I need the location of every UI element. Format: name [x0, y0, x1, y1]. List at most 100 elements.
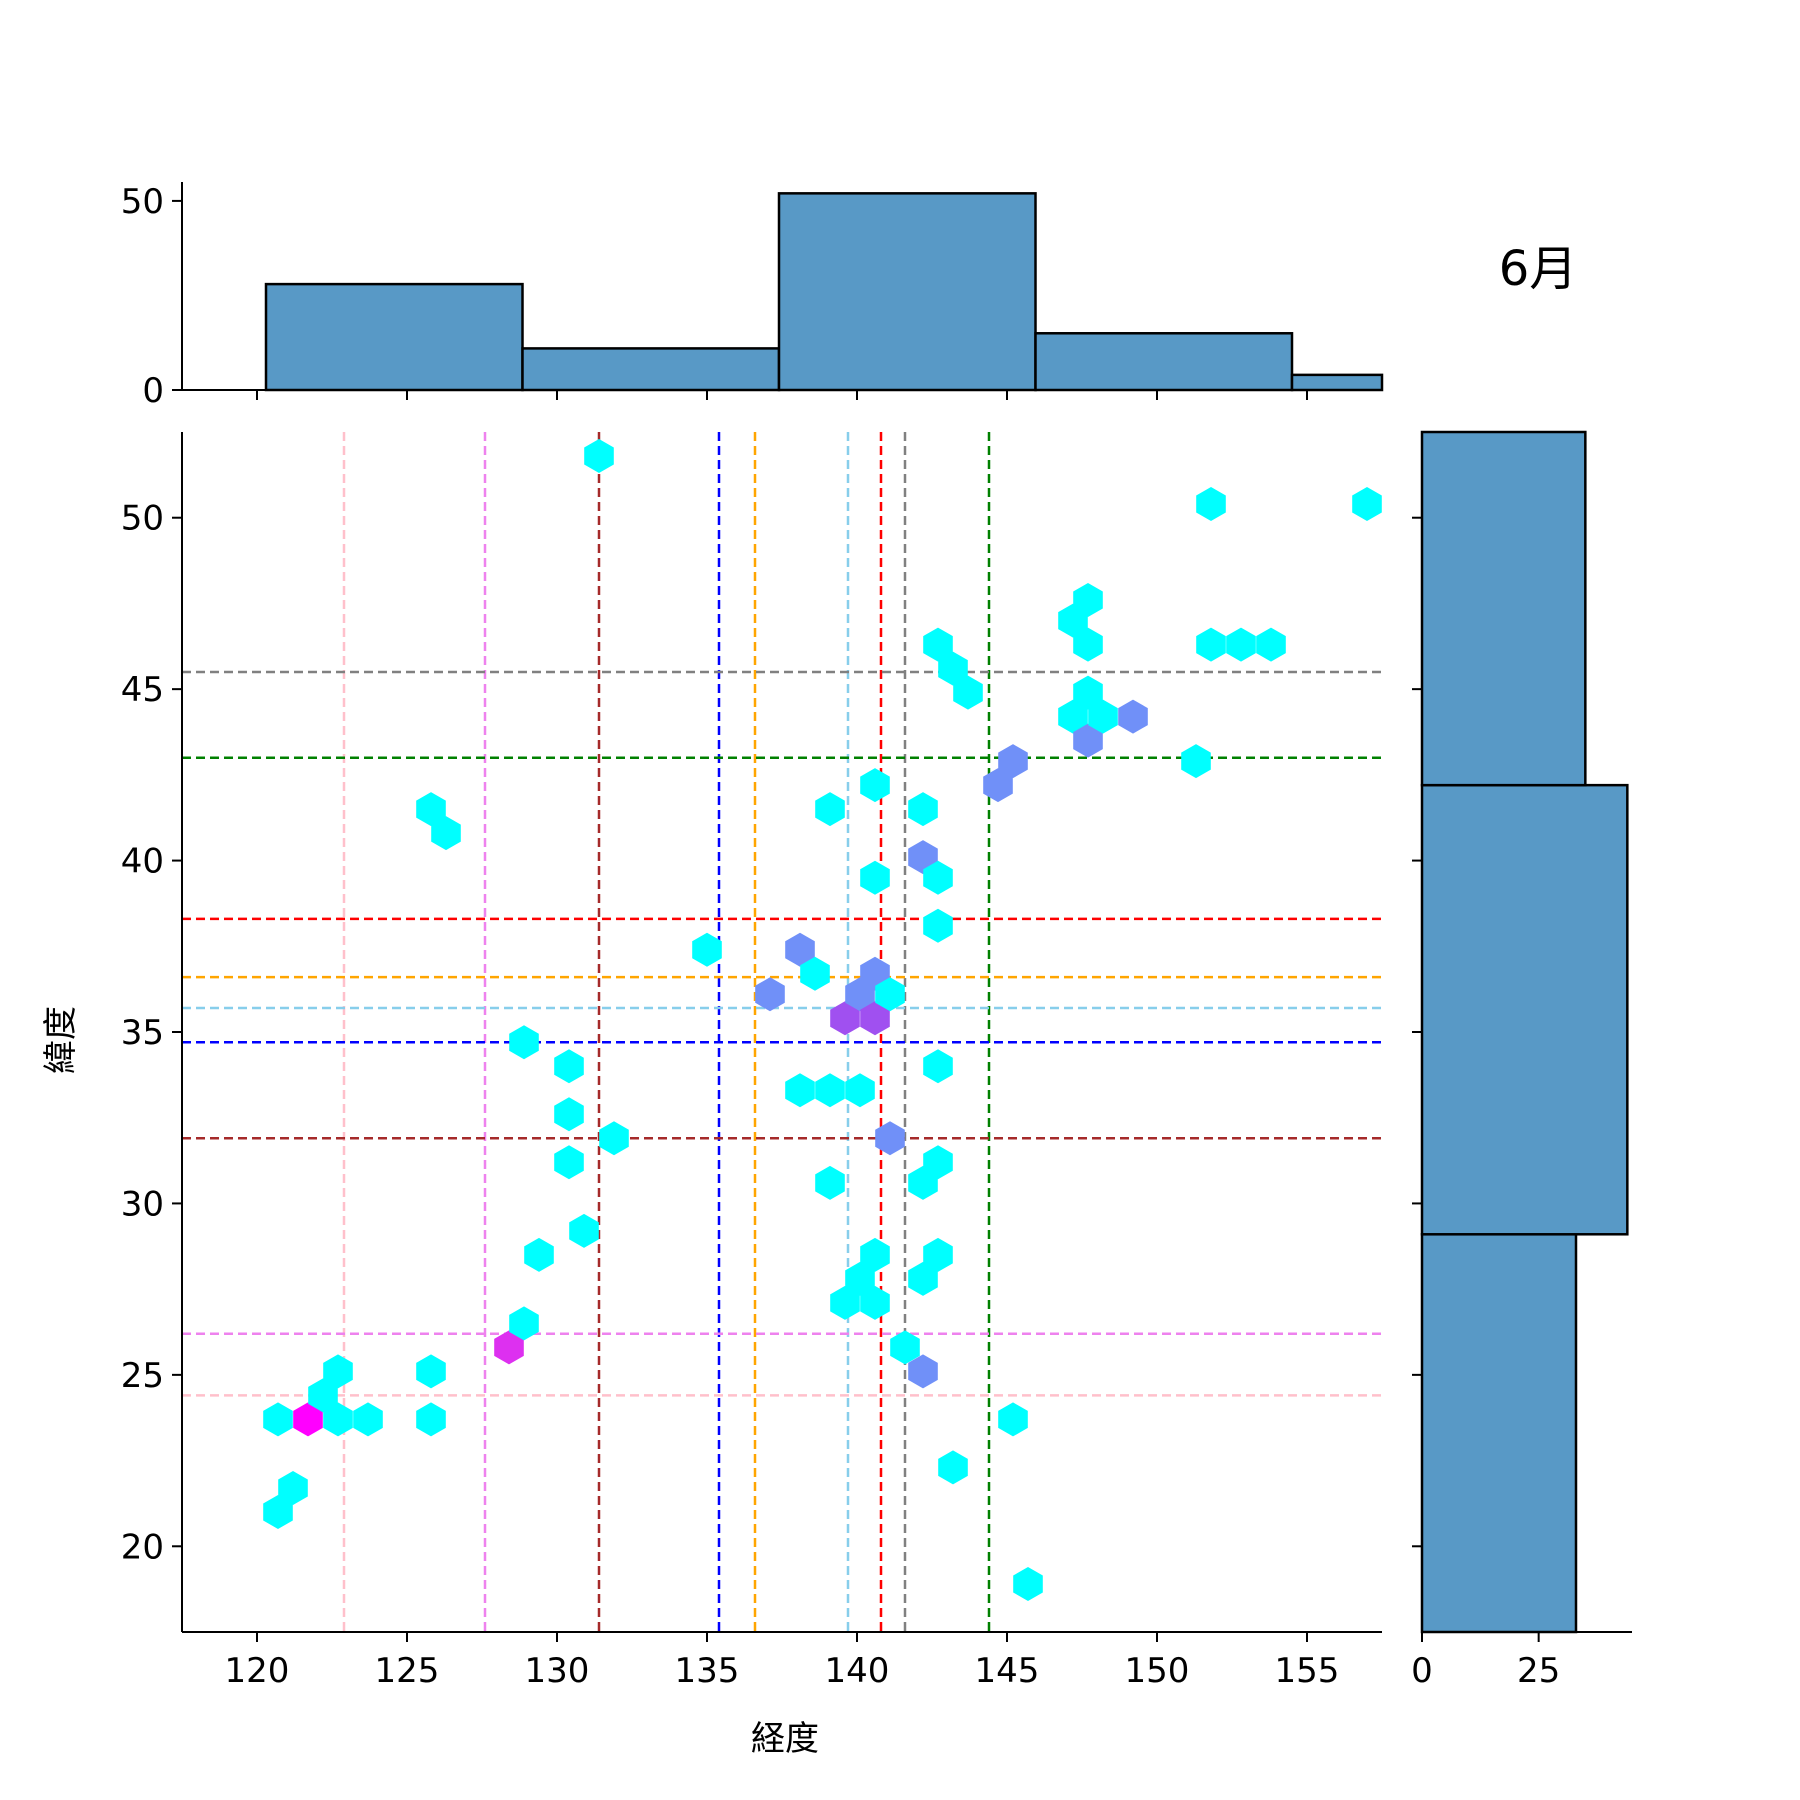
x-tick-label: 140: [825, 1651, 890, 1691]
hexbin-cell: [815, 1165, 845, 1200]
hexbin-cell: [890, 1330, 920, 1365]
hexbin-cell: [509, 1025, 539, 1060]
hexbin-cell: [860, 860, 890, 895]
y-tick-label: 20: [121, 1527, 164, 1567]
top-histogram-y-tick-label: 50: [121, 182, 164, 222]
top-histogram-bar: [777, 192, 1037, 392]
hexbin-cell: [1256, 627, 1286, 662]
x-tick-label: 130: [525, 1651, 590, 1691]
hexbin-cell: [938, 1450, 968, 1485]
y-tick-label: 35: [121, 1013, 164, 1053]
main-plot: 120 125 130 135 140 145 150 155 20 25 30 35 40 45 50 経…: [41, 432, 1382, 1759]
y-tick-label: 30: [121, 1184, 164, 1224]
x-tick-label: 145: [975, 1651, 1040, 1691]
top-histogram-bar: [1034, 332, 1294, 392]
hexbin-cell: [353, 1402, 383, 1437]
hexbin-cell: [998, 744, 1028, 779]
hexbin-cell: [785, 932, 815, 967]
right-histogram-x-tick-label: 25: [1517, 1651, 1560, 1691]
hexbin-cell: [554, 1145, 584, 1180]
hexbin-cell: [1352, 487, 1382, 521]
hexbin-cell: [845, 1261, 875, 1296]
right-histogram-x-tick-label: 0: [1411, 1651, 1433, 1691]
x-tick-label: 120: [225, 1651, 290, 1691]
hexbin-cell: [293, 1402, 323, 1437]
hexbin-cell: [998, 1402, 1028, 1437]
hexbin-cell: [908, 1261, 938, 1296]
hexbin-cell: [1181, 744, 1211, 779]
hexbin-cell: [692, 932, 722, 967]
right-histogram-bar: [1420, 783, 1629, 1236]
y-axis-label: 緯度: [41, 1006, 81, 1074]
hexbin-cell: [323, 1402, 353, 1437]
hexbin-cell: [875, 1121, 905, 1156]
hexbin-cell: [524, 1237, 554, 1272]
hexbin-cell: [554, 1097, 584, 1132]
hexbin-cell: [1073, 583, 1103, 617]
y-tick-label: 25: [121, 1356, 164, 1396]
hexbin-cell: [509, 1306, 539, 1341]
marginal-x-histogram: 0 50: [121, 182, 1384, 411]
hexbin-cell: [908, 792, 938, 827]
hexbin-cell: [938, 651, 968, 686]
hexbin-cell: [860, 1237, 890, 1272]
hexbin-cell: [1058, 699, 1088, 734]
chart-title: 6月: [1499, 241, 1578, 297]
hexbin-cell: [1226, 627, 1256, 662]
marginal-y-histogram: 0 25: [1411, 430, 1632, 1691]
hexbin-cell: [983, 768, 1013, 803]
hexbin-cell: [755, 977, 785, 1012]
hexbin-cell: [923, 627, 953, 662]
hexbin-cell: [416, 1354, 446, 1389]
x-tick-label: 155: [1275, 1651, 1340, 1691]
hexbin-cell: [1073, 723, 1103, 758]
hexbin-cell: [1073, 627, 1103, 662]
x-tick-label: 150: [1125, 1651, 1190, 1691]
hexbin-cell: [923, 1145, 953, 1180]
hexbin-cell: [908, 1354, 938, 1389]
hexbin-cell: [815, 1073, 845, 1108]
hexbin-cell: [431, 816, 461, 851]
hexbin-cell: [800, 956, 830, 991]
hexbin-cell: [815, 792, 845, 827]
hexbin-cell: [923, 908, 953, 943]
hexbin-cell: [830, 1001, 860, 1036]
hexbin-cell: [860, 1285, 890, 1320]
y-tick-label: 45: [121, 670, 164, 710]
hexbin-cell: [923, 1237, 953, 1272]
hexbin-cell: [860, 768, 890, 803]
x-axis-label: 経度: [751, 1719, 819, 1759]
hexbin-cell: [263, 1495, 293, 1529]
right-histogram-bar: [1420, 1233, 1578, 1634]
hexbin-cell: [494, 1330, 524, 1365]
top-histogram-bar: [521, 347, 781, 392]
top-histogram-bar: [264, 282, 524, 392]
y-tick-label: 50: [121, 499, 164, 539]
hexbin-cell: [830, 1285, 860, 1320]
x-tick-label: 125: [375, 1651, 440, 1691]
hexbin-cell: [416, 1402, 446, 1437]
hexbin-cell: [923, 1049, 953, 1084]
hexbin-cell: [278, 1471, 308, 1505]
x-tick-label: 135: [675, 1651, 740, 1691]
hexbin-cell: [1013, 1567, 1043, 1601]
hexbin-cell: [1196, 487, 1226, 521]
hexbin-cell: [1118, 699, 1148, 734]
hexbin-cell: [308, 1378, 338, 1413]
hexbin-cell: [263, 1402, 293, 1437]
hexbin-cell: [845, 1073, 875, 1108]
hexbin-cell: [416, 792, 446, 827]
hexbin-cell: [923, 860, 953, 895]
hexbin-cell: [1073, 675, 1103, 710]
top-histogram-y-tick-label: 0: [142, 371, 164, 411]
top-histogram-bar: [1290, 373, 1384, 392]
hexbin-cell: [860, 1001, 890, 1036]
hexbin-cell: [599, 1121, 629, 1156]
hexbin-cell: [953, 675, 983, 710]
hexbin-cell: [554, 1049, 584, 1084]
right-histogram-bar: [1420, 430, 1587, 787]
hexbin-cell: [785, 1073, 815, 1108]
y-tick-label: 40: [121, 842, 164, 882]
hexbin-cell: [1088, 699, 1118, 734]
